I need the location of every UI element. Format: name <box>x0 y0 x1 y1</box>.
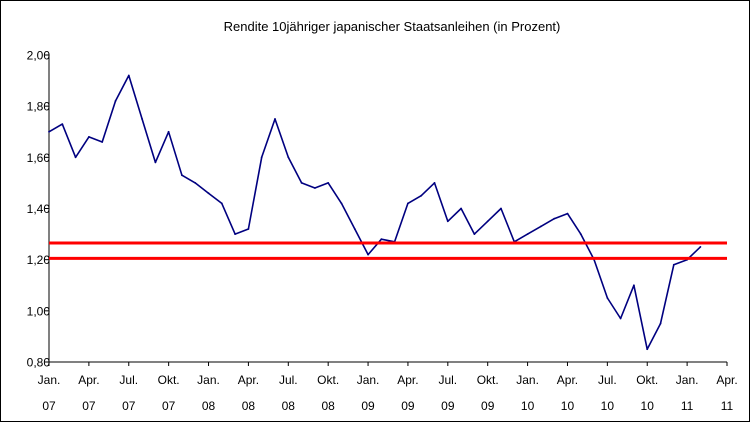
data-point <box>486 220 489 223</box>
x-tick-year: 09 <box>481 399 495 413</box>
y-tick-label: 1,60 <box>27 151 51 165</box>
x-tick-month: Jan. <box>676 373 699 387</box>
x-tick-year: 07 <box>82 399 96 413</box>
data-point <box>460 207 462 210</box>
x-tick-month: Okt. <box>317 373 339 387</box>
data-point <box>287 156 290 159</box>
reference-lines <box>49 241 727 260</box>
x-tick-year: 10 <box>561 399 575 413</box>
x-tick-year: 11 <box>721 399 734 413</box>
data-point <box>274 118 276 120</box>
data-point <box>699 246 702 248</box>
x-tick-month: Apr. <box>238 373 259 387</box>
x-tick-month: Okt. <box>636 373 658 387</box>
data-point <box>433 182 436 184</box>
data-point <box>619 317 622 320</box>
chart-title: Rendite 10jähriger japanischer Staatsanl… <box>224 19 561 34</box>
x-tick-month: Apr. <box>397 373 418 387</box>
x-tick-year: 08 <box>282 399 296 413</box>
x-tick-year: 10 <box>641 399 655 413</box>
data-point <box>181 174 183 177</box>
x-tick-month: Jul. <box>598 373 617 387</box>
data-point <box>154 161 157 164</box>
data-point <box>367 253 369 256</box>
data-point <box>566 212 569 215</box>
data-point <box>633 284 635 287</box>
data-point <box>314 187 316 189</box>
y-tick-label: 1,80 <box>27 100 51 114</box>
data-point <box>194 182 197 184</box>
x-tick-month: Jan. <box>197 373 220 387</box>
data-point <box>167 130 170 133</box>
data-point <box>407 202 409 205</box>
x-tick-year: 11 <box>681 399 694 413</box>
series-group <box>48 74 702 351</box>
data-point <box>74 156 77 159</box>
y-tick-label: 1,20 <box>27 253 51 267</box>
x-tick-year: 08 <box>202 399 216 413</box>
x-tick-month: Jul. <box>279 373 298 387</box>
data-point <box>48 130 50 133</box>
x-tick-month: Jan. <box>357 373 380 387</box>
data-point <box>340 202 343 205</box>
data-point <box>247 228 250 230</box>
x-tick-month: Apr. <box>716 373 737 387</box>
y-axis-ticks: 0,80 1,00 1,20 1,40 1,60 1,80 2,00 <box>27 49 51 370</box>
data-point <box>300 182 303 184</box>
data-point <box>420 194 423 197</box>
data-point <box>141 118 144 120</box>
data-point <box>672 263 675 266</box>
data-point <box>127 74 130 77</box>
data-point <box>61 123 64 125</box>
data-point <box>500 207 502 210</box>
x-tick-year: 07 <box>122 399 136 413</box>
data-point <box>234 233 237 236</box>
x-tick-year: 07 <box>42 399 56 413</box>
data-point <box>473 233 476 236</box>
x-tick-month: Okt. <box>158 373 180 387</box>
data-point <box>114 100 117 102</box>
x-tick-year: 10 <box>521 399 535 413</box>
x-tick-month: Jul. <box>119 373 138 387</box>
x-tick-year: 08 <box>321 399 335 413</box>
data-point <box>553 217 556 220</box>
x-tick-year: 09 <box>401 399 415 413</box>
x-tick-year: 10 <box>601 399 615 413</box>
x-tick-month: Okt. <box>477 373 499 387</box>
data-point <box>327 182 330 184</box>
data-point <box>606 297 609 299</box>
data-point <box>380 238 383 241</box>
data-point <box>646 348 649 351</box>
y-tick-label: 2,00 <box>27 49 51 63</box>
series-line <box>48 74 701 351</box>
data-point <box>446 220 449 223</box>
x-tick-month: Jan. <box>38 373 61 387</box>
x-tick-year: 09 <box>441 399 455 413</box>
x-tick-month: Apr. <box>78 373 99 387</box>
x-tick-year: 07 <box>162 399 176 413</box>
data-point <box>101 141 104 143</box>
data-point <box>540 225 542 228</box>
y-tick-label: 0,80 <box>27 356 51 370</box>
x-tick-month: Jul. <box>438 373 457 387</box>
data-point <box>260 156 263 159</box>
x-tick-month: Apr. <box>557 373 578 387</box>
y-tick-label: 1,00 <box>27 304 51 318</box>
data-point <box>207 192 210 195</box>
data-point <box>353 228 356 230</box>
y-tick-label: 1,40 <box>27 202 51 216</box>
data-point <box>220 202 223 205</box>
x-axis-ticks: Jan. 07 Apr. 07 Jul. 07 Okt. 07 Jan. 08 Apr. 08 Jul.… <box>38 362 738 413</box>
x-tick-year: 09 <box>361 399 375 413</box>
x-tick-month: Jan. <box>516 373 539 387</box>
x-tick-year: 08 <box>242 399 256 413</box>
data-point <box>659 322 662 325</box>
data-point <box>579 233 582 236</box>
data-point <box>88 136 90 138</box>
data-point <box>526 233 529 236</box>
